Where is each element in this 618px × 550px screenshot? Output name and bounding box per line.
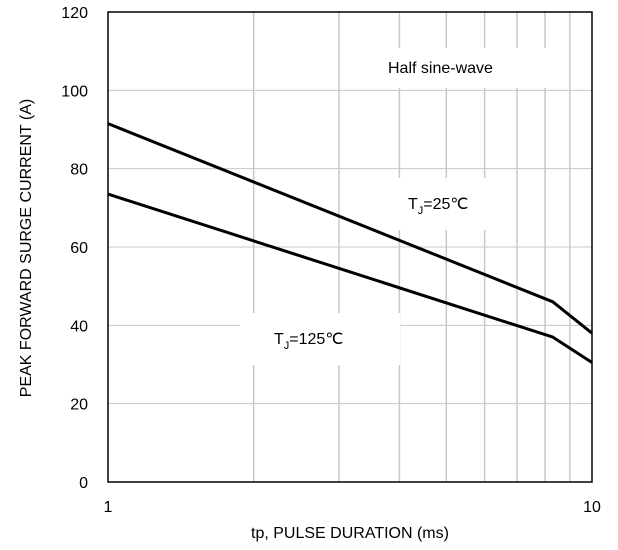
y-tick-label: 80	[70, 162, 88, 179]
y-tick-label: 60	[70, 240, 88, 257]
tj25-prefix: T	[408, 196, 418, 213]
plot-frame	[107, 11, 593, 483]
tj125-prefix: T	[274, 331, 284, 348]
y-tick-label: 40	[70, 318, 88, 335]
waveform-annotation: Half sine-wave	[388, 60, 493, 77]
y-tick-label: 0	[79, 475, 88, 492]
series-group	[107, 122, 593, 364]
grid-lines	[108, 12, 592, 482]
y-tick-label: 100	[61, 83, 88, 100]
tj25-suffix: =25℃	[423, 196, 468, 213]
y-tick-labels: 0 20 40 60 80 100 120	[61, 5, 88, 492]
y-tick-label: 120	[61, 5, 88, 22]
tj25-label-bg	[390, 178, 498, 230]
x-tick-label: 10	[583, 499, 601, 516]
tj25-annotation: TJ=25℃	[408, 196, 468, 217]
tj125-suffix: =125℃	[289, 331, 343, 348]
annotation-backgrounds	[240, 48, 568, 365]
x-axis-label: tp, PULSE DURATION (ms)	[251, 525, 449, 542]
series-line-2	[107, 192, 593, 364]
y-tick-label: 20	[70, 397, 88, 414]
x-tick-label: 1	[104, 499, 113, 516]
waveform-label-bg	[366, 48, 568, 88]
y-axis-label: PEAK FORWARD SURGE CURRENT (A)	[18, 99, 35, 397]
series-line-1	[107, 122, 593, 335]
tj25-subscript: J	[418, 205, 424, 217]
tj125-subscript: J	[284, 340, 290, 352]
tj125-label-bg	[240, 313, 400, 365]
tj125-annotation: TJ=125℃	[274, 331, 343, 352]
x-tick-labels: 1 10	[104, 499, 601, 516]
